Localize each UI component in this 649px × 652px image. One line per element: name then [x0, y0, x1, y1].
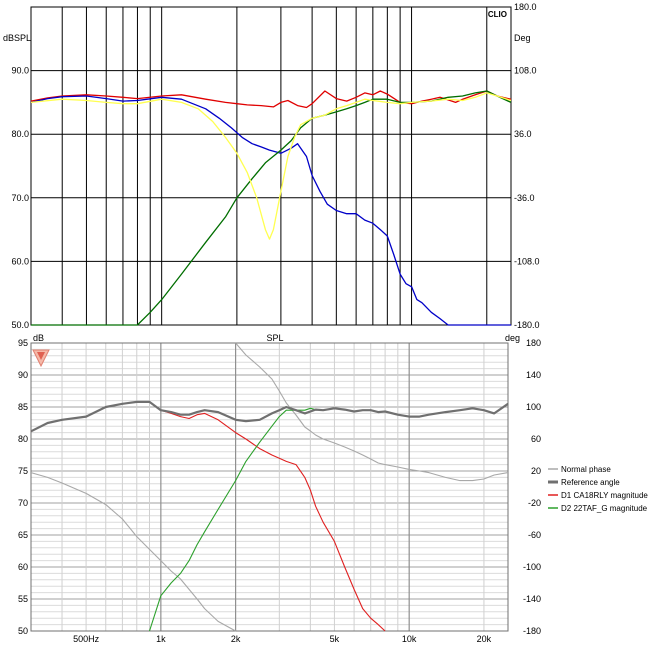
chart1-ytick-right-label: 108.0: [514, 66, 537, 76]
chart2-xtick-label: 1k: [156, 634, 166, 644]
chart1-ylabel-right: Deg: [514, 33, 531, 43]
chart2-series-1-line: [235, 342, 509, 482]
chart2-gridlines: [30, 342, 508, 632]
chart2-ytick-right-label: -140: [523, 594, 541, 604]
legend-entry: Reference angle: [561, 478, 620, 487]
chart1-ytick-label: 60.0: [11, 256, 29, 266]
chart2-ytick-label: 55: [18, 594, 28, 604]
chart2-ytick-label: 90: [18, 370, 28, 380]
chart2-ytick-label: 70: [18, 498, 28, 508]
chart2-xtick-label: 2k: [231, 634, 241, 644]
chart2-ytick-right-label: -100: [523, 562, 541, 572]
chart2-ytick-right-label: -60: [528, 530, 541, 540]
chart2-ytick-right-label: -20: [528, 498, 541, 508]
chart1-brand-label: CLIO: [488, 10, 507, 19]
chart2-ytick-right-label: 60: [531, 434, 541, 444]
chart2-ytick-right-label: 20: [531, 466, 541, 476]
chart2-title: SPL: [266, 333, 283, 343]
chart2-ytick-right-label: -180: [523, 626, 541, 636]
chart2-ylabel-left: dB: [33, 333, 44, 343]
chart2-ytick-right-label: 140: [526, 370, 541, 380]
chart1-ytick-label: 50.0: [11, 320, 29, 330]
chart2-series-4-line: [30, 400, 509, 433]
chart2-ylabel-right: deg: [505, 333, 520, 343]
chart1-series-3-line: [30, 92, 512, 240]
chart2-ytick-label: 75: [18, 466, 28, 476]
chart1-frame: [30, 6, 512, 326]
chart2-xtick-label: 500Hz: [73, 634, 100, 644]
chart2-xtick-label: 20k: [477, 634, 492, 644]
chart1-ytick-label: 80.0: [11, 129, 29, 139]
chart2-ytick-label: 65: [18, 530, 28, 540]
chart2-xtick-label: 10k: [402, 634, 417, 644]
chart1-ytick-right-label: -108.0: [514, 256, 540, 266]
chart2-series-0-line: [30, 472, 236, 632]
legend-entry: D1 CA18RLY magnitude: [561, 491, 648, 500]
chart2-ytick-label: 50: [18, 626, 28, 636]
chart1-plot-area: [31, 7, 511, 325]
chart2-ytick-label: 80: [18, 434, 28, 444]
chart1-ytick-right-label: 180.0: [514, 2, 537, 12]
reference-marker-inner-icon: [37, 352, 45, 360]
chart1-ylabel-left: dBSPL: [3, 33, 31, 43]
legend-entry: D2 22TAF_G magnitude: [561, 504, 648, 513]
chart2-background: [0, 333, 649, 652]
chart2-xtick-label: 5k: [330, 634, 340, 644]
clio-spl-chart: 90.0 80.0 70.0 60.0 50.0 180.0 108.0 36.0 -36.0 -…: [3, 2, 540, 330]
chart1-ytick-right-label: -180.0: [514, 320, 540, 330]
chart2-ytick-label: 85: [18, 402, 28, 412]
chart1-ytick-label: 90.0: [11, 66, 29, 76]
chart2-ytick-label: 95: [18, 338, 28, 348]
chart2-ytick-label: 60: [18, 562, 28, 572]
spl-crossover-chart: 95 90 85 80 75 70 65 60 55 50 180 140 100 60 20 -20 -60 -…: [0, 333, 649, 652]
chart2-legend: Normal phase Reference angle D1 CA18RLY ma…: [548, 465, 648, 513]
chart2-ytick-right-label: 180: [526, 338, 541, 348]
chart1-series-2-line: [31, 90, 512, 326]
chart1-ytick-label: 70.0: [11, 193, 29, 203]
chart1-ytick-right-label: 36.0: [514, 129, 532, 139]
chart2-ytick-right-label: 100: [526, 402, 541, 412]
chart2-frame: [30, 342, 509, 632]
legend-entry: Normal phase: [561, 465, 611, 474]
chart1-series-1-line: [30, 95, 511, 326]
chart1-ytick-right-label: -36.0: [514, 193, 535, 203]
